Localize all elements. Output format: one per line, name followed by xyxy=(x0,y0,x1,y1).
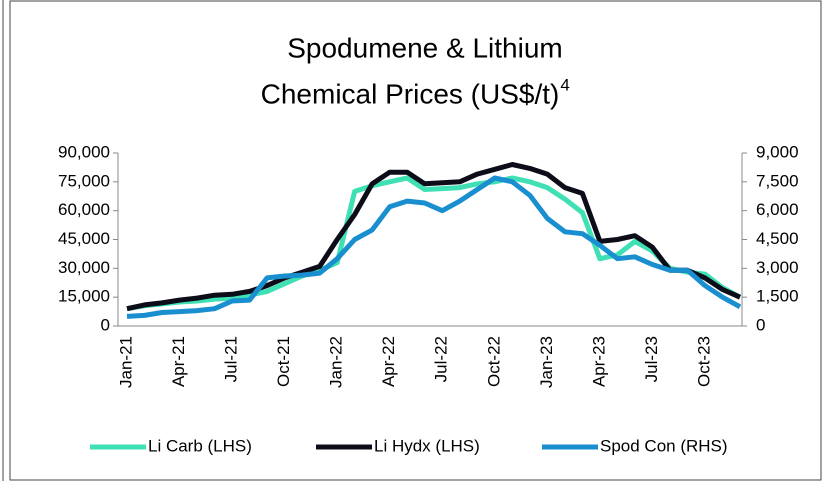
legend-label: Li Hydx (LHS) xyxy=(374,436,480,455)
series-line xyxy=(126,162,742,312)
x-tick-label: Oct-22 xyxy=(484,336,503,387)
y-tick-label: 15,000 xyxy=(58,287,110,306)
y2-tick-label: 9,000 xyxy=(756,142,799,161)
title-superscript: 4 xyxy=(560,75,569,94)
y2-tick-label: 3,000 xyxy=(756,258,799,277)
x-tick-label: Jan-23 xyxy=(537,336,556,388)
y-tick-label: 30,000 xyxy=(58,258,110,277)
y2-tick-label: 4,500 xyxy=(756,229,799,248)
x-tick-label: Jan-21 xyxy=(116,336,135,388)
series-line xyxy=(126,175,742,319)
x-tick-label: Oct-23 xyxy=(694,336,713,387)
y2-tick-label: 6,000 xyxy=(756,200,799,219)
chart-title: Spodumene & Lithium xyxy=(287,32,563,63)
y2-tick-label: 0 xyxy=(756,315,765,334)
x-tick-label: Jul-23 xyxy=(642,336,661,382)
legend-label: Li Carb (LHS) xyxy=(148,436,252,455)
y-tick-label: 45,000 xyxy=(58,229,110,248)
y-tick-label: 60,000 xyxy=(58,200,110,219)
y2-tick-label: 7,500 xyxy=(756,171,799,190)
x-tick-label: Oct-21 xyxy=(274,336,293,387)
y-tick-label: 90,000 xyxy=(58,142,110,161)
x-tick-label: Jan-22 xyxy=(327,336,346,388)
x-tick-label: Jul-21 xyxy=(222,336,241,382)
x-tick-label: Jul-22 xyxy=(432,336,451,382)
series-line xyxy=(126,175,742,312)
legend-label: Spod Con (RHS) xyxy=(600,436,728,455)
y2-tick-label: 1,500 xyxy=(756,287,799,306)
y-tick-label: 0 xyxy=(101,315,110,334)
x-tick-label: Apr-22 xyxy=(379,336,398,387)
x-tick-label: Apr-21 xyxy=(169,336,188,387)
y-tick-label: 75,000 xyxy=(58,171,110,190)
x-tick-label: Apr-23 xyxy=(589,336,608,387)
chart-title: Chemical Prices (US$/t) xyxy=(261,78,560,109)
frame xyxy=(9,0,822,481)
